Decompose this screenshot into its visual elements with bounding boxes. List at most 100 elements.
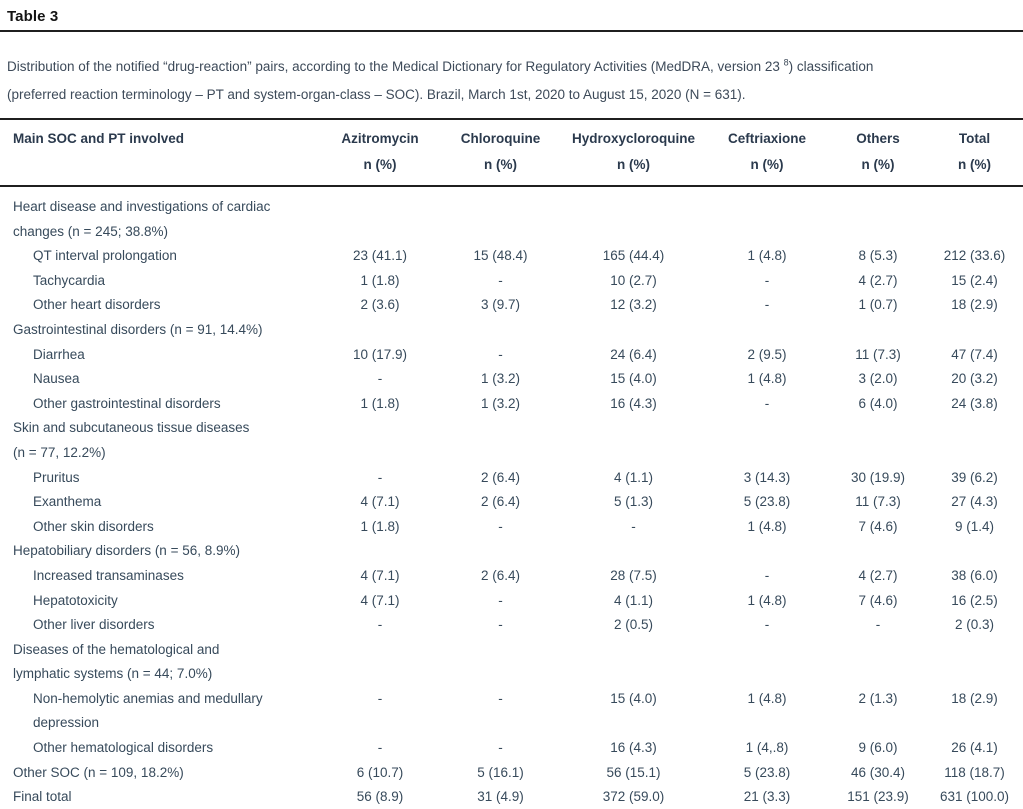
cell-value: 16 (2.5) (951, 592, 998, 608)
cell-value: 151 (23.9) (847, 789, 909, 805)
cell-value: 11 (7.3) (855, 346, 901, 362)
row-label: Heart disease and investigations of card… (13, 199, 271, 239)
row-label: Hepatobiliary disorders (n = 56, 8.9%) (13, 543, 240, 559)
cell-value: 2 (3.6) (360, 297, 400, 313)
cell-value: 5 (1.3) (613, 494, 654, 510)
cell-value: 23 (41.1) (352, 248, 408, 264)
cell-value: 56 (15.1) (606, 764, 661, 780)
cell-value: - (498, 740, 503, 756)
cell-value (322, 318, 438, 343)
cell-value: 1 (4.8) (747, 690, 787, 706)
row-label: Exanthema (33, 494, 102, 510)
row-label: Final total (13, 789, 72, 805)
table-row: Final total 56 (8.9) 31 (4.9) 372 (59.0) 21 … (0, 785, 1023, 809)
row-label: Other heart disorders (33, 297, 161, 313)
cell-value: 28 (7.5) (610, 567, 657, 583)
table-row: Gastrointestinal disorders (n = 91, 14.4… (0, 318, 1023, 343)
cell-value: 212 (33.6) (943, 248, 1006, 264)
cell-value: 10 (2.7) (610, 272, 657, 288)
cell-value: 2 (0.5) (613, 617, 654, 633)
cell-value: 1 (3.2) (480, 395, 521, 411)
table-caption: Distribution of the notified “drug-react… (0, 32, 1023, 109)
cell-value: 4 (7.1) (360, 494, 400, 510)
cell-value: 4 (1.1) (613, 592, 654, 608)
cell-value: - (764, 617, 770, 633)
table-row: Other SOC (n = 109, 18.2%) 6 (10.7) 5 (16.… (0, 761, 1023, 786)
cell-value (322, 539, 438, 564)
cell-value: 6 (4.0) (858, 395, 898, 411)
cell-value: - (498, 518, 503, 534)
cell-value: - (498, 617, 503, 633)
table-body: Heart disease and investigations of card… (0, 186, 1023, 809)
cell-value: 46 (30.4) (850, 764, 906, 780)
cell-value: - (498, 592, 503, 608)
row-label: Diarrhea (33, 346, 85, 362)
table-row: Skin and subcutaneous tissue diseases (n … (0, 416, 1023, 465)
cell-value: 18 (2.9) (951, 297, 998, 313)
cell-value: 4 (2.7) (858, 272, 898, 288)
cell-value (704, 318, 830, 343)
cell-value: 5 (16.1) (477, 764, 524, 780)
cell-value: 16 (4.3) (610, 395, 657, 411)
row-label: Other SOC (n = 109, 18.2%) (13, 764, 184, 780)
table-row: Other liver disorders - - 2 (0.5) - - 2 (0.3) (0, 613, 1023, 638)
column-header-hydroxycloroquine: Hydroxycloroquine n (%) (563, 119, 704, 187)
cell-value (926, 318, 1023, 343)
row-label: Nausea (33, 371, 80, 387)
column-header-chloroquine: Chloroquine n (%) (438, 119, 563, 187)
cell-value: 15 (2.4) (951, 272, 998, 288)
cell-value: 15 (48.4) (473, 248, 528, 264)
caption-line2: (preferred reaction terminology – PT and… (7, 87, 746, 102)
table-row: Pruritus - 2 (6.4) 4 (1.1) 3 (14.3) 30 (19.9)… (0, 466, 1023, 491)
drug-reaction-table: Main SOC and PT involved Azitromycin n (… (0, 118, 1023, 809)
cell-value: 9 (1.4) (954, 518, 995, 534)
table-row: QT interval prolongation 23 (41.1) 15 (48.… (0, 244, 1023, 269)
cell-value: 2 (6.4) (480, 469, 521, 485)
cell-value: 1 (3.2) (480, 371, 521, 387)
cell-value: 1 (4.8) (747, 371, 787, 387)
cell-value: - (498, 272, 503, 288)
cell-value (926, 186, 1023, 244)
cell-value: 3 (2.0) (858, 371, 898, 387)
column-header-ceftriaxione: Ceftriaxione n (%) (704, 119, 830, 187)
row-label: Other liver disorders (33, 617, 155, 633)
cell-value (830, 416, 926, 465)
cell-value (438, 318, 563, 343)
column-header-others: Others n (%) (830, 119, 926, 187)
cell-value: - (498, 346, 503, 362)
cell-value: 4 (2.7) (858, 567, 898, 583)
table-row: Hepatotoxicity 4 (7.1) - 4 (1.1) 1 (4.8) 7 (4… (0, 589, 1023, 614)
row-label: Diseases of the hematological and lymphat… (13, 641, 220, 682)
column-header-main-soc: Main SOC and PT involved (0, 119, 322, 187)
cell-value: 6 (10.7) (356, 764, 404, 780)
cell-value: - (875, 617, 881, 633)
cell-value: 631 (100.0) (939, 789, 1010, 805)
table-row: Diseases of the hematological and lymphat… (0, 638, 1023, 687)
caption-line1: Distribution of the notified “drug-react… (7, 59, 784, 74)
cell-value: 165 (44.4) (602, 248, 665, 264)
row-label: Pruritus (33, 469, 80, 485)
cell-value (438, 416, 563, 465)
cell-value: - (764, 567, 770, 583)
cell-value: 7 (4.6) (858, 518, 898, 534)
cell-value: - (764, 272, 770, 288)
table-row: Other hematological disorders - - 16 (4.3) 1… (0, 736, 1023, 761)
row-label: Non-hemolytic anemias and medullary depre… (33, 690, 263, 731)
cell-value: 1 (4,.8) (745, 740, 789, 756)
cell-value: 26 (4.1) (951, 740, 998, 756)
cell-value: 1 (0.7) (858, 297, 898, 313)
cell-value: 11 (7.3) (855, 494, 901, 510)
cell-value: 372 (59.0) (602, 789, 665, 805)
row-label: QT interval prolongation (33, 248, 177, 264)
table-row: Heart disease and investigations of card… (0, 186, 1023, 244)
cell-value: 5 (23.8) (743, 764, 791, 780)
row-label: Increased transaminases (33, 567, 184, 583)
cell-value: 8 (5.3) (858, 248, 898, 264)
cell-value: 2 (6.4) (480, 494, 521, 510)
row-label: Other hematological disorders (33, 740, 214, 756)
cell-value: 24 (6.4) (610, 346, 657, 362)
cell-value (926, 539, 1023, 564)
row-label: Other gastrointestinal disorders (33, 395, 221, 411)
cell-value: 30 (19.9) (850, 469, 906, 485)
cell-value (322, 638, 438, 687)
